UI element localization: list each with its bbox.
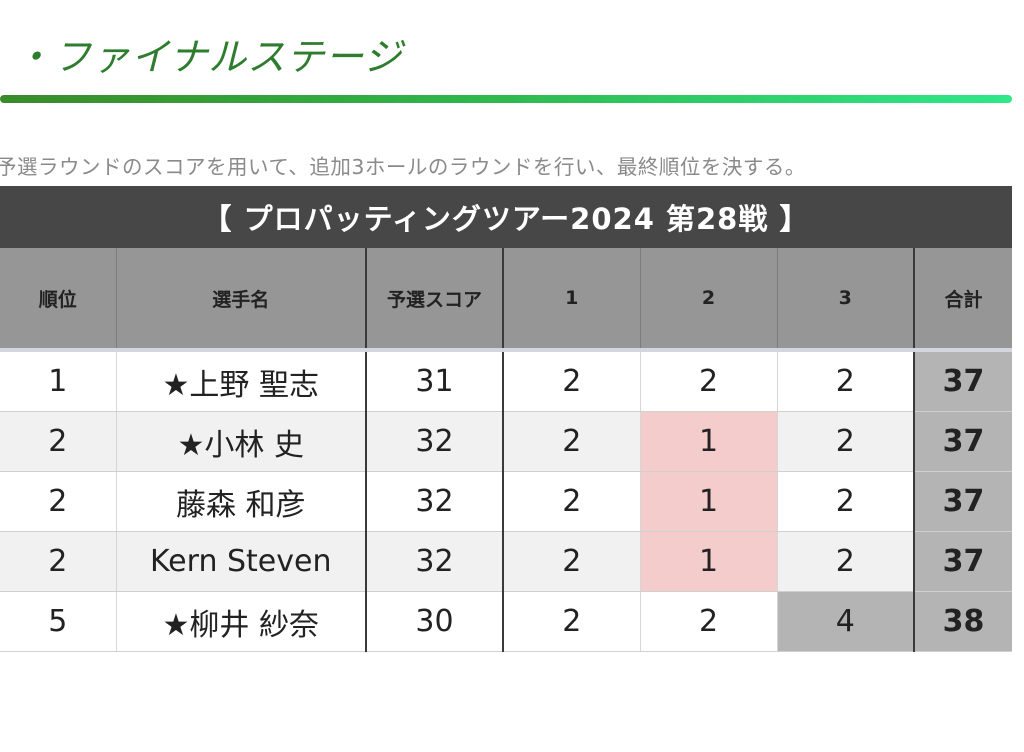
total-cell: 37 — [914, 531, 1012, 592]
table-header-row: 順位 選手名 予選スコア 1 2 3 合計 — [0, 248, 1012, 350]
hole-2-cell: 2 — [640, 591, 778, 652]
table-title: 【 プロパッティングツアー2024 第28戦 】 — [0, 186, 1012, 248]
hole-1-cell: 2 — [503, 350, 641, 412]
table-row: 1 ★上野 聖志 31 2 2 2 37 — [0, 350, 1012, 412]
hole-3-cell: 2 — [777, 350, 915, 412]
qualifying-score-cell: 31 — [366, 350, 504, 412]
description-text: 予選ラウンドのスコアを用いて、追加3ホールのラウンドを行い、最終順位を決する。 — [0, 155, 806, 179]
title-underline-bar — [0, 95, 1012, 103]
hole-2-cell: 2 — [640, 350, 778, 412]
player-name-cell: 藤森 和彦 — [116, 471, 367, 532]
qualifying-score-cell: 30 — [366, 591, 504, 652]
column-header-rank: 順位 — [0, 248, 117, 350]
hole-2-cell: 1 — [640, 471, 778, 532]
hole-1-cell: 2 — [503, 411, 641, 472]
hole-3-cell: 2 — [777, 471, 915, 532]
total-cell: 37 — [914, 350, 1012, 412]
rank-cell: 1 — [0, 350, 117, 412]
hole-1-cell: 2 — [503, 591, 641, 652]
qualifying-score-cell: 32 — [366, 411, 504, 472]
rank-cell: 2 — [0, 411, 117, 472]
hole-2-cell: 1 — [640, 411, 778, 472]
column-header-hole-2: 2 — [640, 248, 778, 350]
hole-2-cell: 1 — [640, 531, 778, 592]
rank-cell: 5 — [0, 591, 117, 652]
table-row: 5 ★柳井 紗奈 30 2 2 4 38 — [0, 591, 1012, 652]
results-table: 順位 選手名 予選スコア 1 2 3 合計 1 ★上野 聖志 31 2 2 2 … — [0, 248, 1012, 652]
results-table-container: 【 プロパッティングツアー2024 第28戦 】 順位 選手名 予選スコア 1 … — [0, 186, 1012, 652]
rank-cell: 2 — [0, 531, 117, 592]
column-header-hole-3: 3 — [777, 248, 915, 350]
hole-3-cell: 2 — [777, 531, 915, 592]
rank-cell: 2 — [0, 471, 117, 532]
total-cell: 38 — [914, 591, 1012, 652]
total-cell: 37 — [914, 411, 1012, 472]
hole-3-cell: 2 — [777, 411, 915, 472]
hole-1-cell: 2 — [503, 471, 641, 532]
player-name-cell: ★柳井 紗奈 — [116, 591, 367, 652]
column-header-player-name: 選手名 — [116, 248, 367, 350]
qualifying-score-cell: 32 — [366, 531, 504, 592]
hole-1-cell: 2 — [503, 531, 641, 592]
qualifying-score-cell: 32 — [366, 471, 504, 532]
table-row: 2 Kern Steven 32 2 1 2 37 — [0, 531, 1012, 592]
player-name-cell: ★小林 史 — [116, 411, 367, 472]
hole-3-cell: 4 — [777, 591, 915, 652]
table-row: 2 ★小林 史 32 2 1 2 37 — [0, 411, 1012, 472]
column-header-total: 合計 — [914, 248, 1012, 350]
section-title: ・ファイナルステージ — [14, 35, 403, 79]
column-header-hole-1: 1 — [503, 248, 641, 350]
player-name-cell: Kern Steven — [116, 531, 367, 592]
table-row: 2 藤森 和彦 32 2 1 2 37 — [0, 471, 1012, 532]
column-header-qualifying-score: 予選スコア — [366, 248, 504, 350]
player-name-cell: ★上野 聖志 — [116, 350, 367, 412]
total-cell: 37 — [914, 471, 1012, 532]
